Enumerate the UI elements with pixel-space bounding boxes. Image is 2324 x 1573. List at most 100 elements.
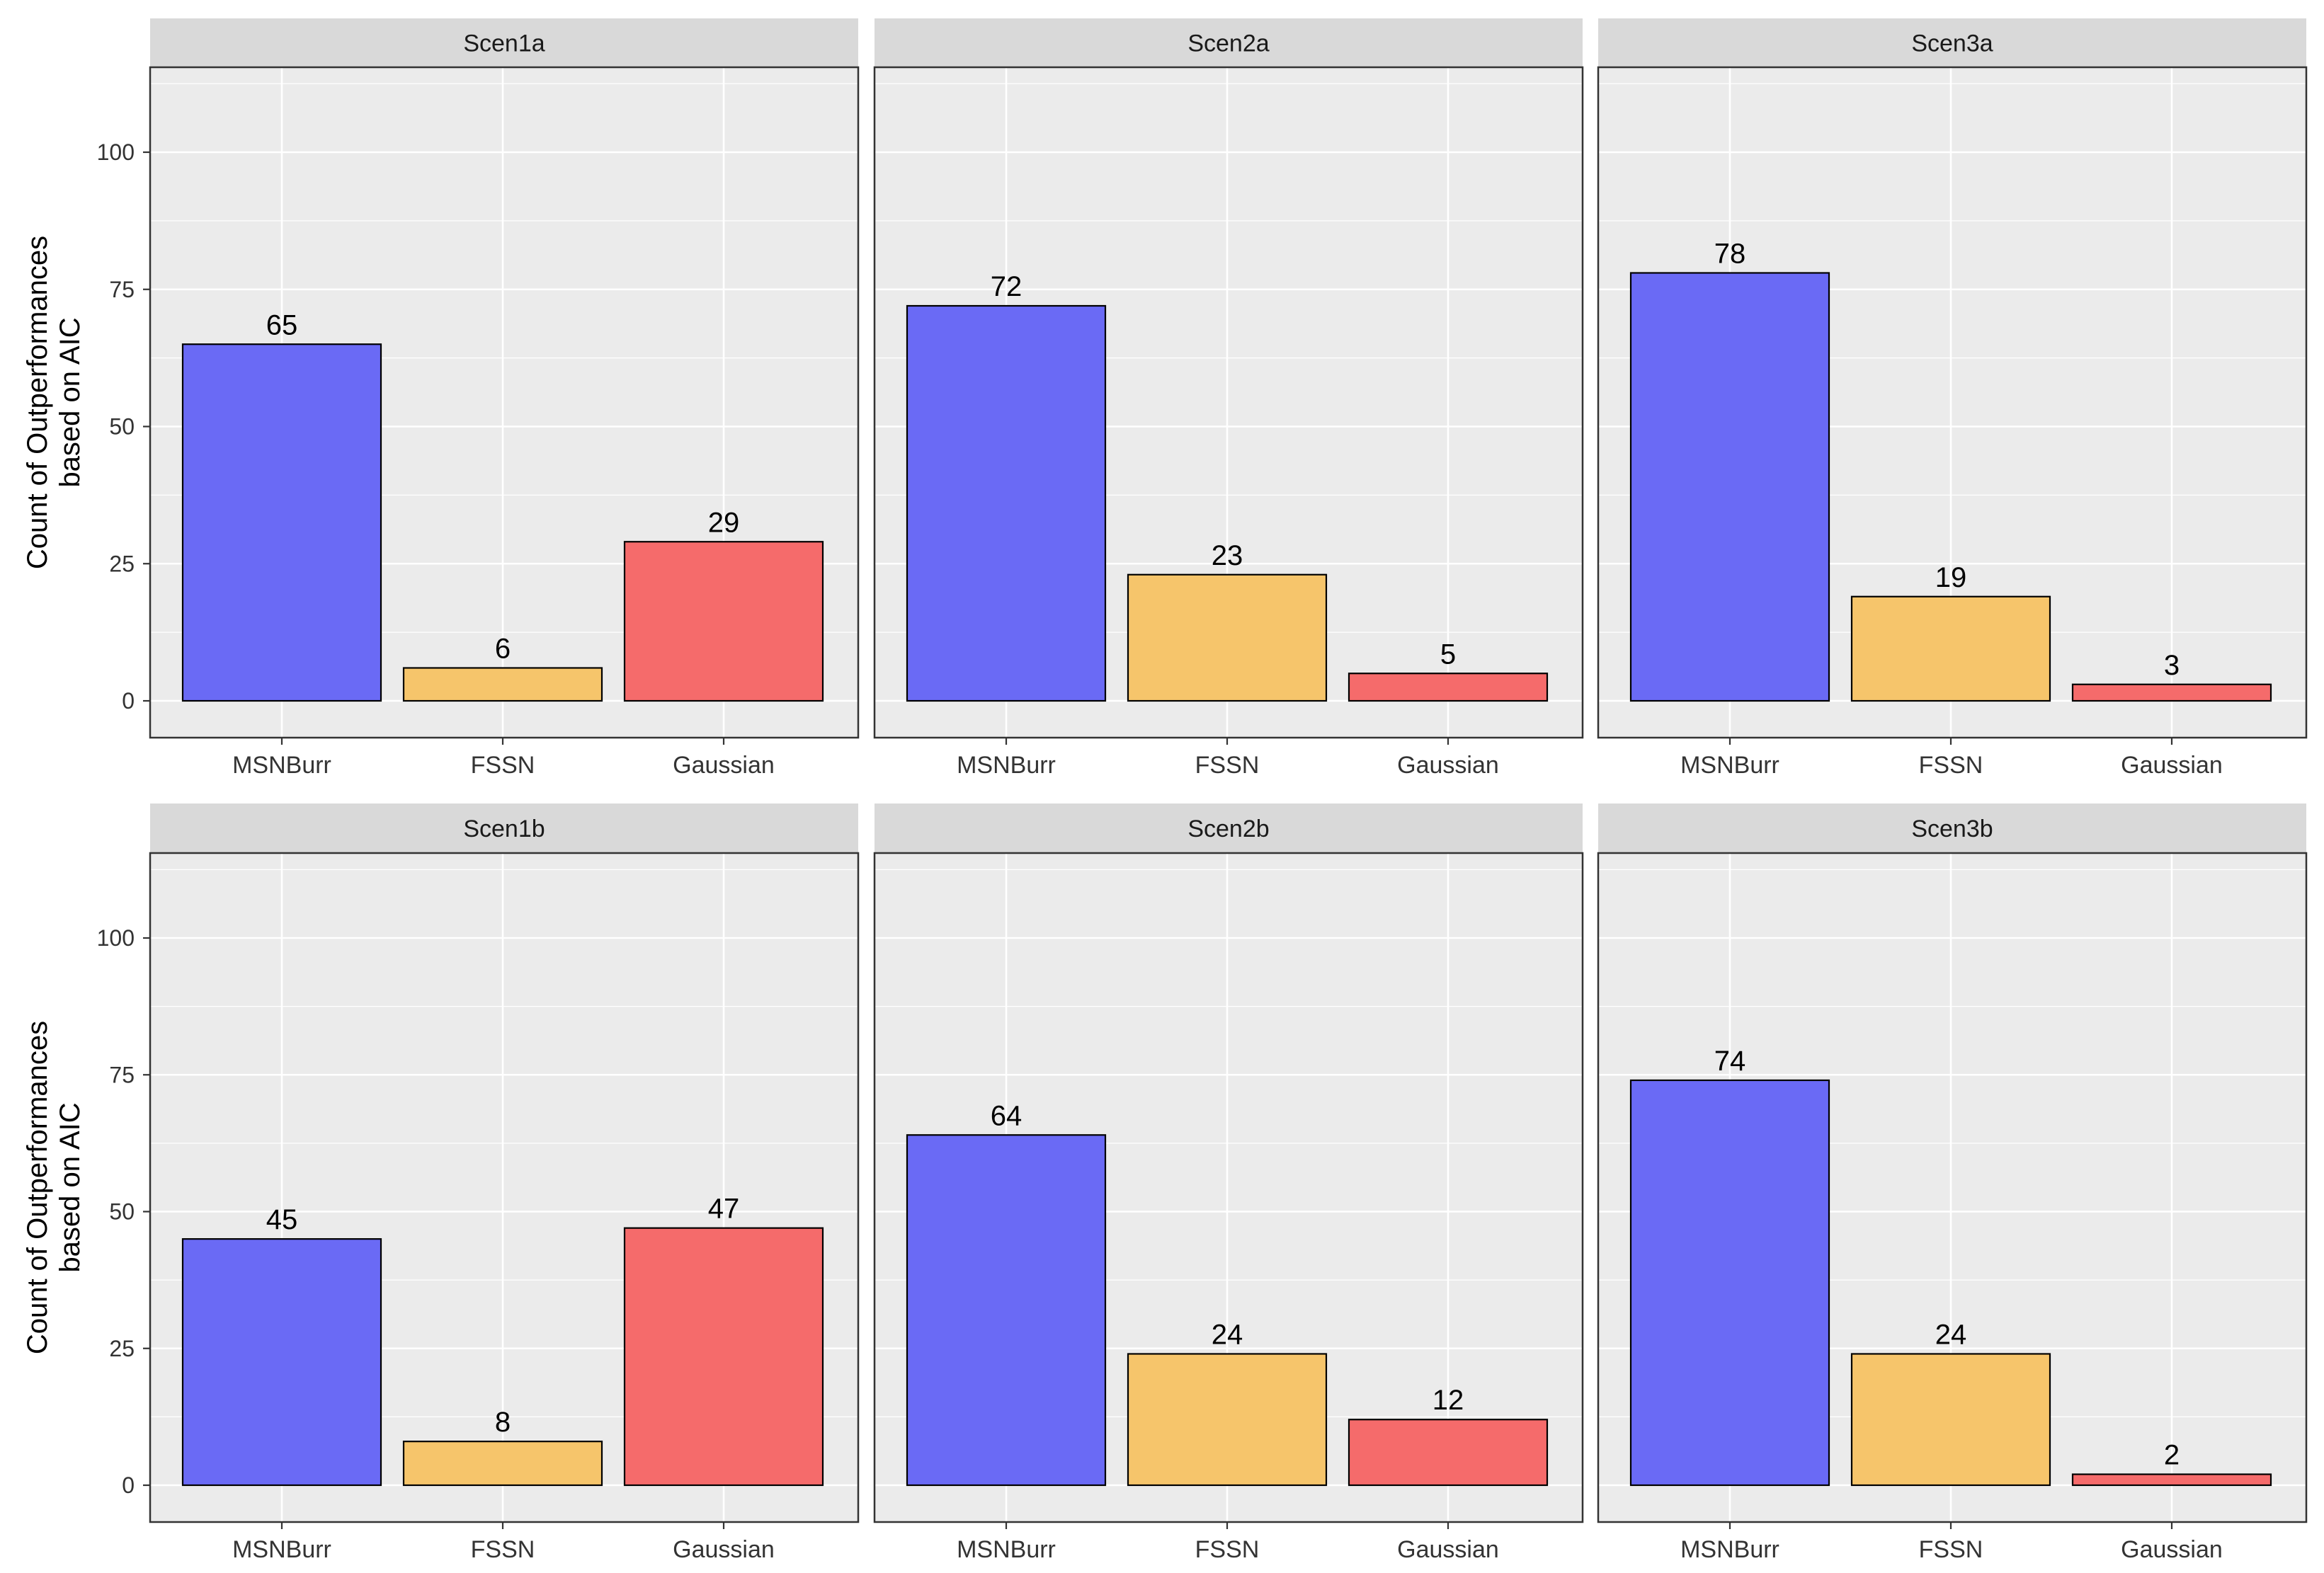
y-tick-label: 25 [109,1336,135,1361]
y-axis-titles: Count of Outperformances based on AICCoun… [22,236,86,1354]
y-axis-title-line: Count of Outperformances [22,1021,53,1354]
y-tick-label: 75 [109,277,135,302]
x-tick-label: MSNBurr [232,1536,331,1563]
value-label: 64 [991,1100,1023,1131]
y-axis-title-line: Count of Outperformances [22,236,53,569]
bar-MSNBurr [1629,1079,1830,1487]
value-label: 24 [1212,1319,1243,1350]
x-tick-label: FSSN [471,1536,535,1563]
y-axis-title-row-1: Count of Outperformances based on AIC [22,236,86,569]
bar-MSNBurr [906,304,1107,702]
panel-border [149,66,860,739]
x-tick-label: MSNBurr [1680,752,1779,779]
x-axis: MSNBurr FSSN Gaussian [232,738,775,779]
facet-strip-title: Scen3a [1911,30,1993,57]
x-tick-label: Gaussian [673,1536,775,1563]
bar-Gaussian [1348,1419,1549,1487]
y-axis: 0 25 50 75 100 [97,925,150,1498]
facet-panel-Scen1b: Scen1b 45 8 47 MSNBurr FSSN Gaussian 0 25 50 75 100 [97,803,860,1563]
facet-strip-title: Scen2a [1187,30,1269,57]
x-tick-label: Gaussian [2121,752,2223,779]
x-tick-label: FSSN [471,752,535,779]
y-axis-title-line: based on AIC [55,1102,86,1272]
y-axis-title-row-2: Count of Outperformances based on AIC [22,1021,86,1354]
bar-Gaussian [623,541,824,702]
bar-Gaussian [2071,1473,2272,1487]
bars: 45 8 47 [181,1194,824,1487]
facet-strip [875,803,1583,853]
bar-MSNBurr [906,1134,1107,1487]
y-axis-title-line: based on AIC [55,317,86,487]
facet-panel-Scen2a: Scen2a 72 23 5 MSNBurr FSSN Gaussian [873,18,1584,779]
bar-FSSN [1850,595,2051,702]
x-tick-label: Gaussian [2121,1536,2223,1563]
x-tick-label: FSSN [1195,1536,1260,1563]
y-tick-label: 100 [97,925,135,951]
facet-strip-title: Scen3b [1911,816,1993,842]
y-tick-label: 25 [109,551,135,576]
bar-MSNBurr [1629,272,1830,702]
value-label: 47 [708,1194,740,1225]
panel-border [1597,66,2308,739]
facet-strip [150,18,858,67]
facet-panel-Scen3a: Scen3a 78 19 3 MSNBurr FSSN Gaussian [1597,18,2308,779]
bar-FSSN [1850,1353,2051,1487]
bar-MSNBurr [181,343,382,702]
x-tick-label: MSNBurr [1680,1536,1779,1563]
x-tick-label: FSSN [1919,1536,1983,1563]
x-tick-label: Gaussian [1397,1536,1499,1563]
bar-FSSN [1127,1353,1328,1487]
bar-FSSN [402,1441,603,1487]
x-axis: MSNBurr FSSN Gaussian [1680,1522,2223,1563]
facet-strip [1598,18,2306,67]
y-tick-label: 100 [97,139,135,165]
bars: 72 23 5 [906,271,1549,702]
facet-strip [150,803,858,853]
value-label: 78 [1714,239,1746,270]
bars: 74 24 2 [1629,1046,2272,1487]
bars: 65 6 29 [181,309,824,702]
x-tick-label: MSNBurr [957,752,1056,779]
panel-border [873,66,1584,739]
x-tick-label: MSNBurr [957,1536,1056,1563]
facet-panel-Scen3b: Scen3b 74 24 2 MSNBurr FSSN Gaussian [1597,803,2308,1563]
bars: 64 24 12 [906,1100,1549,1487]
facet-panel-Scen1a: Scen1a 65 6 29 MSNBurr FSSN Gaussian 0 25 50 75 100 [97,18,860,779]
panel-border [873,852,1584,1523]
facet-strip-title: Scen1b [463,816,545,842]
value-label: 6 [495,634,511,665]
y-tick-label: 75 [109,1062,135,1087]
panel-border [1597,852,2308,1523]
x-tick-label: Gaussian [1397,752,1499,779]
bar-Gaussian [1348,673,1549,702]
value-label: 5 [1440,639,1456,670]
y-tick-label: 50 [109,1199,135,1225]
bar-MSNBurr [181,1238,382,1487]
x-axis: MSNBurr FSSN Gaussian [232,1522,775,1563]
bar-FSSN [1127,573,1328,702]
bar-FSSN [402,667,603,702]
value-label: 29 [708,507,740,538]
value-label: 74 [1714,1046,1746,1077]
facet-strip [1598,803,2306,853]
value-label: 72 [991,271,1023,302]
value-label: 24 [1935,1319,1967,1350]
bar-Gaussian [623,1227,824,1487]
x-tick-label: MSNBurr [232,752,331,779]
facet-strip-title: Scen1a [463,30,545,57]
value-label: 23 [1212,540,1243,571]
bar-Gaussian [2071,683,2272,702]
value-label: 8 [495,1407,511,1438]
facet-panel-Scen2b: Scen2b 64 24 12 MSNBurr FSSN Gaussian [873,803,1584,1563]
x-axis: MSNBurr FSSN Gaussian [957,1522,1499,1563]
x-axis: MSNBurr FSSN Gaussian [1680,738,2223,779]
y-tick-label: 0 [122,688,135,714]
x-axis: MSNBurr FSSN Gaussian [957,738,1499,779]
y-tick-label: 50 [109,414,135,440]
value-label: 2 [2164,1440,2180,1471]
value-label: 12 [1432,1385,1464,1416]
facet-strip [875,18,1583,67]
bars: 78 19 3 [1629,239,2272,702]
